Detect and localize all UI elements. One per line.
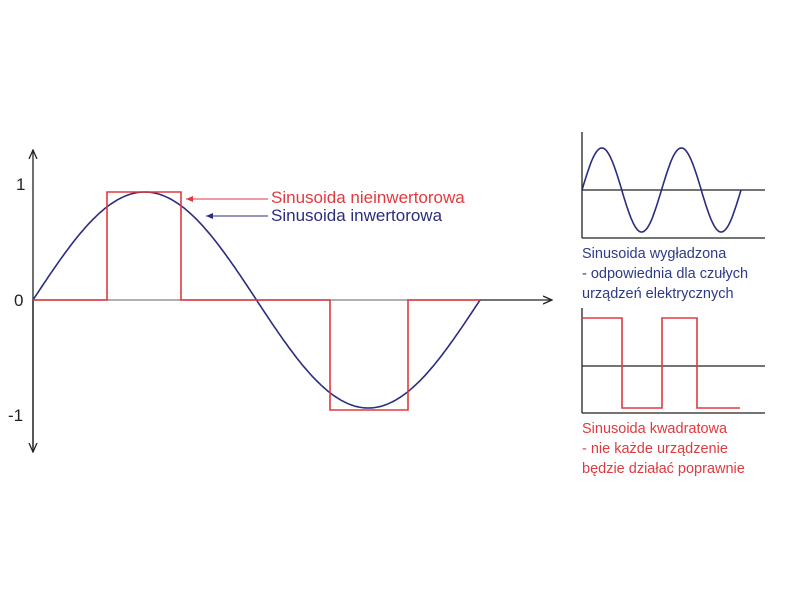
- panel1-sine-wave: [581, 147, 742, 233]
- square-legend-label: Sinusoida nieinwertorowa: [271, 188, 465, 207]
- panel1-caption-line: urządzeń elektrycznych: [582, 286, 734, 302]
- y-tick-1: 1: [16, 175, 26, 194]
- panel2-square-wave: [582, 317, 740, 409]
- sine-legend-label: Sinusoida inwertorowa: [271, 206, 443, 225]
- panel2-caption-line: będzie działać poprawnie: [582, 461, 745, 477]
- panel1-caption: Sinusoida wygładzona - odpowiednia dla c…: [582, 244, 748, 304]
- panel1-caption-line: - odpowiednia dla czułych: [582, 266, 749, 282]
- y-tick-minus-1: -1: [8, 406, 24, 425]
- panel1-caption-line: Sinusoida wygładzona: [582, 246, 727, 262]
- panel2-caption-line: Sinusoida kwadratowa: [582, 421, 728, 437]
- y-tick-0: 0: [14, 291, 24, 310]
- panel2-caption: Sinusoida kwadratowa - nie każde urządze…: [582, 419, 745, 479]
- panel2-caption-line: - nie każde urządzenie: [582, 441, 728, 457]
- square-wave: [33, 191, 480, 411]
